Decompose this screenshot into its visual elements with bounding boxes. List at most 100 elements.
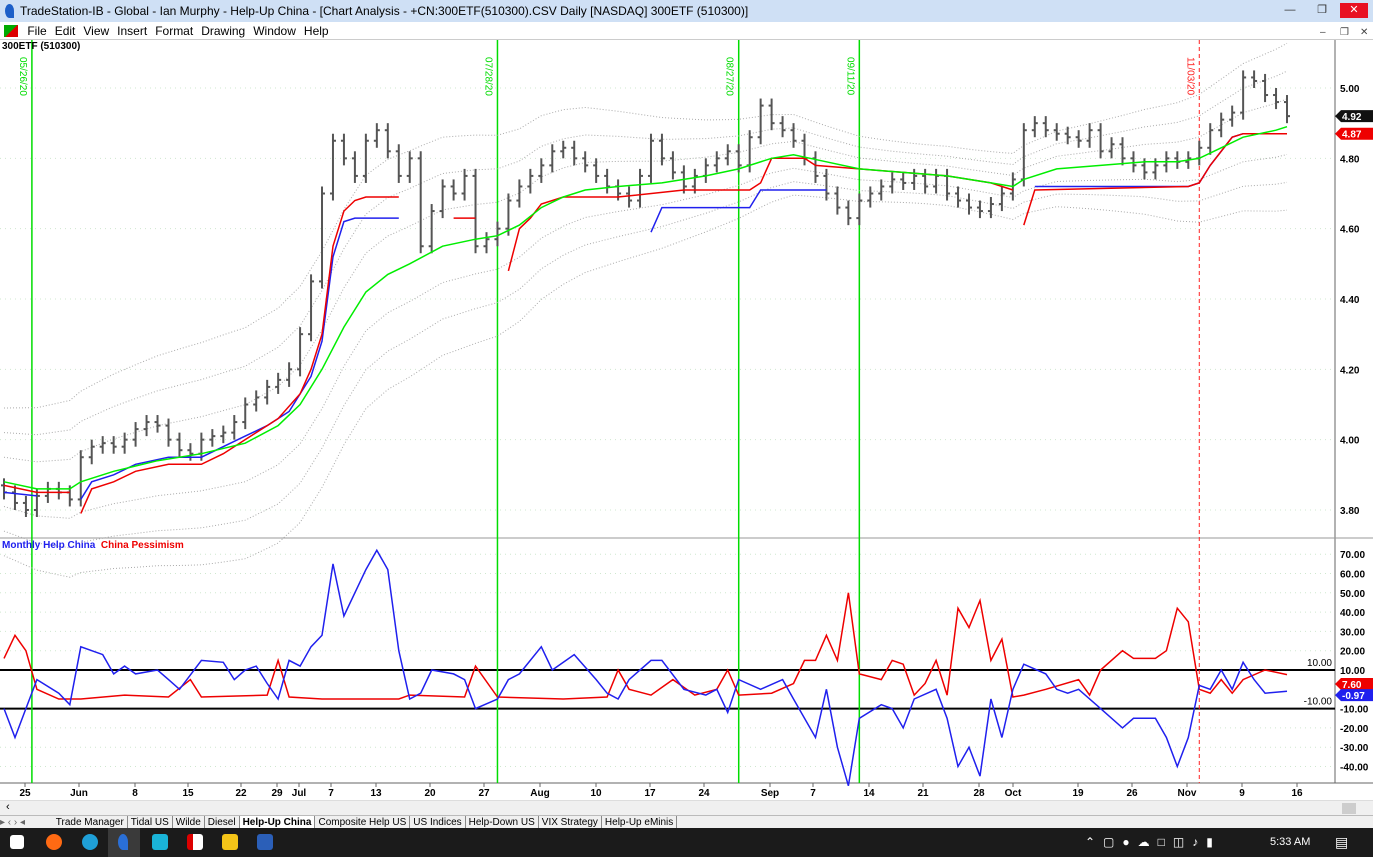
- date-tick-label: 15: [182, 788, 194, 799]
- tradestation-logo-icon: [5, 4, 14, 18]
- firefox-icon[interactable]: [46, 834, 62, 850]
- tab-help-up-china[interactable]: Help-Up China: [239, 816, 316, 829]
- price-bar: [1218, 112, 1225, 138]
- tab-trade-manager[interactable]: Trade Manager: [53, 816, 128, 829]
- file-explorer-icon[interactable]: [222, 834, 238, 850]
- menu-file[interactable]: File: [27, 24, 47, 38]
- tab-nav-arrows-icon[interactable]: ▸ ‹ › ◂: [0, 817, 26, 828]
- price-bar: [768, 98, 775, 131]
- red-stop-line: [1023, 132, 1287, 226]
- scroll-left-icon[interactable]: ‹: [6, 801, 10, 813]
- date-tick-label: Jun: [70, 788, 88, 799]
- price-bar: [637, 168, 644, 208]
- blue-osc-tag-bg: [1335, 689, 1373, 702]
- indicator-label-red: China Pessimism: [100, 540, 184, 551]
- price-bar: [121, 432, 128, 454]
- last-price-tag-bg: [1335, 110, 1373, 123]
- price-bar: [658, 133, 665, 166]
- price-bar: [406, 151, 413, 183]
- system-tray-icons[interactable]: ⌃▢●☁□◫♪▮: [1085, 835, 1221, 849]
- close-button[interactable]: ✕: [1340, 3, 1368, 18]
- price-bar: [900, 172, 907, 190]
- chart-area[interactable]: 5.00 4.80 4.60 4.40 4.20 4.00 3.80 70.00 60.00 50…: [0, 40, 1373, 800]
- menu-edit[interactable]: Edit: [54, 24, 76, 38]
- price-bar: [757, 98, 764, 145]
- tab-help-up-eminis[interactable]: Help-Up eMinis: [602, 816, 678, 829]
- price-bar: [1240, 70, 1247, 120]
- windows-start-icon[interactable]: [10, 835, 24, 849]
- edge-icon[interactable]: [82, 834, 98, 850]
- price-bar: [11, 485, 18, 510]
- envelope-band-line: [3, 42, 1288, 409]
- red-stop-line: [3, 484, 70, 494]
- price-tick-label: 4.00: [1340, 436, 1360, 447]
- date-tick-label: 25: [19, 788, 31, 799]
- scroll-thumb[interactable]: [1342, 803, 1356, 814]
- price-bar: [77, 450, 84, 507]
- tab-wilde[interactable]: Wilde: [173, 816, 205, 829]
- date-tick-label: 28: [973, 788, 985, 799]
- indicator-labels: Monthly Help China China Pessimism: [2, 540, 184, 551]
- tab-tidal-us[interactable]: Tidal US: [128, 816, 173, 829]
- osc-tick-label: 70.00: [1340, 550, 1365, 561]
- mdi-restore-button[interactable]: ❐: [1340, 27, 1349, 38]
- price-bar: [1020, 123, 1027, 187]
- price-bar: [264, 379, 271, 405]
- notifications-icon[interactable]: ▤: [1335, 834, 1349, 850]
- price-tick-label: 4.20: [1340, 365, 1360, 376]
- date-tick-label: 21: [917, 788, 929, 799]
- stop-price-tag-bg: [1335, 127, 1373, 140]
- osc-tick-label: -10.00: [1340, 705, 1369, 716]
- tab-composite-help-us[interactable]: Composite Help US: [315, 816, 411, 829]
- price-bar: [1273, 88, 1280, 110]
- envelope-band-line: [3, 70, 1288, 436]
- menu-insert[interactable]: Insert: [117, 24, 148, 38]
- blue-stop-line: [650, 189, 827, 233]
- price-bar: [461, 168, 468, 201]
- horizontal-scrollbar[interactable]: ‹: [0, 800, 1373, 815]
- date-tick-label: 8: [132, 788, 138, 799]
- date-tick-label: 29: [271, 788, 283, 799]
- tradingview-icon[interactable]: [152, 834, 168, 850]
- tab-help-down-us[interactable]: Help-Down US: [466, 816, 539, 829]
- tab-us-indices[interactable]: US Indices: [410, 816, 466, 829]
- envelope-band-line: [3, 154, 1288, 519]
- date-tick-label: Sep: [761, 788, 779, 799]
- tab-vix-strategy[interactable]: VIX Strategy: [539, 816, 602, 829]
- date-tick-label: 19: [1072, 788, 1084, 799]
- osc-tick-label: 30.00: [1340, 627, 1365, 638]
- taskbar: ⌃▢●☁□◫♪▮ 5:33 AM ▤: [0, 828, 1373, 857]
- osc-tick-label: -30.00: [1340, 743, 1369, 754]
- menu-format[interactable]: Format: [155, 24, 194, 38]
- minimize-button[interactable]: —: [1284, 4, 1296, 16]
- price-bar: [308, 274, 315, 342]
- date-tick-label: Nov: [1178, 788, 1197, 799]
- menu-drawing[interactable]: Drawing: [201, 24, 246, 38]
- pdf-reader-icon[interactable]: [187, 834, 203, 850]
- menu-window[interactable]: Window: [253, 24, 296, 38]
- price-bar: [99, 436, 106, 454]
- price-bar: [373, 123, 380, 148]
- word-icon[interactable]: [257, 834, 273, 850]
- price-bar: [1064, 126, 1071, 145]
- price-bar: [845, 200, 852, 226]
- price-bar: [384, 123, 391, 159]
- price-bar: [1284, 95, 1290, 124]
- menu-view[interactable]: View: [83, 24, 110, 38]
- menu-bar: File Edit View Insert Format Drawing Window Hel…: [0, 22, 1373, 40]
- mdi-close-button[interactable]: ✕: [1360, 27, 1369, 38]
- price-bar: [889, 172, 896, 194]
- clock[interactable]: 5:33 AM: [1270, 836, 1311, 848]
- envelope-band-line: [3, 98, 1288, 463]
- china-pessimism-line: [3, 592, 1288, 700]
- mdi-minimize-button[interactable]: –: [1320, 27, 1326, 38]
- price-bar: [571, 140, 578, 166]
- price-bar: [604, 168, 611, 194]
- symbol-label: 300ETF (510300): [2, 41, 81, 52]
- price-bar: [220, 425, 227, 444]
- blue-stop-line: [1034, 132, 1287, 188]
- tab-diesel[interactable]: Diesel: [205, 816, 240, 829]
- date-tick-label: Jul: [292, 788, 307, 799]
- maximize-button[interactable]: ❐: [1317, 4, 1327, 16]
- menu-help[interactable]: Help: [303, 24, 329, 38]
